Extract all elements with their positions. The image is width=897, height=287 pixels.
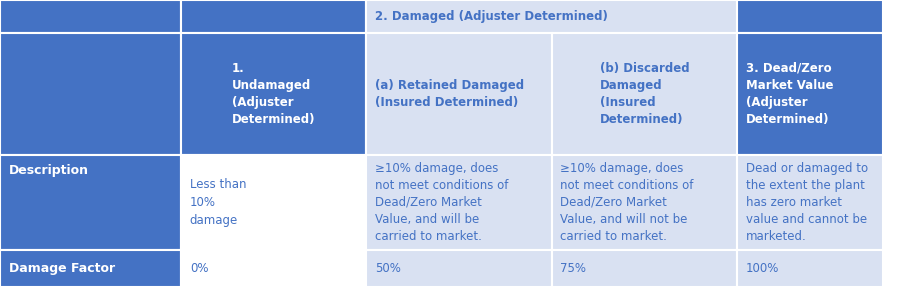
FancyBboxPatch shape (737, 250, 883, 287)
FancyBboxPatch shape (0, 250, 181, 287)
FancyBboxPatch shape (737, 155, 883, 250)
Text: (a) Retained Damaged
(Insured Determined): (a) Retained Damaged (Insured Determined… (375, 79, 524, 109)
Text: Dead or damaged to
the extent the plant
has zero market
value and cannot be
mark: Dead or damaged to the extent the plant … (745, 162, 868, 243)
Text: 0%: 0% (190, 262, 208, 275)
Text: 100%: 100% (745, 262, 779, 275)
Text: Damage Factor: Damage Factor (9, 262, 115, 275)
FancyBboxPatch shape (737, 0, 883, 33)
FancyBboxPatch shape (552, 33, 737, 155)
Text: (b) Discarded
Damaged
(Insured
Determined): (b) Discarded Damaged (Insured Determine… (599, 62, 689, 126)
FancyBboxPatch shape (0, 0, 181, 33)
FancyBboxPatch shape (181, 0, 366, 33)
FancyBboxPatch shape (552, 250, 737, 287)
FancyBboxPatch shape (181, 250, 366, 287)
Text: 1.
Undamaged
(Adjuster
Determined): 1. Undamaged (Adjuster Determined) (231, 62, 316, 126)
Text: 75%: 75% (561, 262, 587, 275)
Text: Less than
10%
damage: Less than 10% damage (190, 178, 247, 227)
FancyBboxPatch shape (366, 250, 552, 287)
FancyBboxPatch shape (366, 155, 552, 250)
FancyBboxPatch shape (366, 0, 737, 33)
FancyBboxPatch shape (552, 155, 737, 250)
Text: 50%: 50% (375, 262, 401, 275)
Text: 2. Damaged (Adjuster Determined): 2. Damaged (Adjuster Determined) (375, 10, 608, 23)
FancyBboxPatch shape (181, 155, 366, 250)
FancyBboxPatch shape (181, 33, 366, 155)
Text: Description: Description (9, 164, 89, 177)
FancyBboxPatch shape (737, 33, 883, 155)
FancyBboxPatch shape (0, 155, 181, 250)
Text: ≥10% damage, does
not meet conditions of
Dead/Zero Market
Value, and will not be: ≥10% damage, does not meet conditions of… (561, 162, 694, 243)
Text: ≥10% damage, does
not meet conditions of
Dead/Zero Market
Value, and will be
car: ≥10% damage, does not meet conditions of… (375, 162, 509, 243)
FancyBboxPatch shape (0, 33, 181, 155)
FancyBboxPatch shape (366, 33, 552, 155)
Text: 3. Dead/Zero
Market Value
(Adjuster
Determined): 3. Dead/Zero Market Value (Adjuster Dete… (745, 62, 833, 126)
